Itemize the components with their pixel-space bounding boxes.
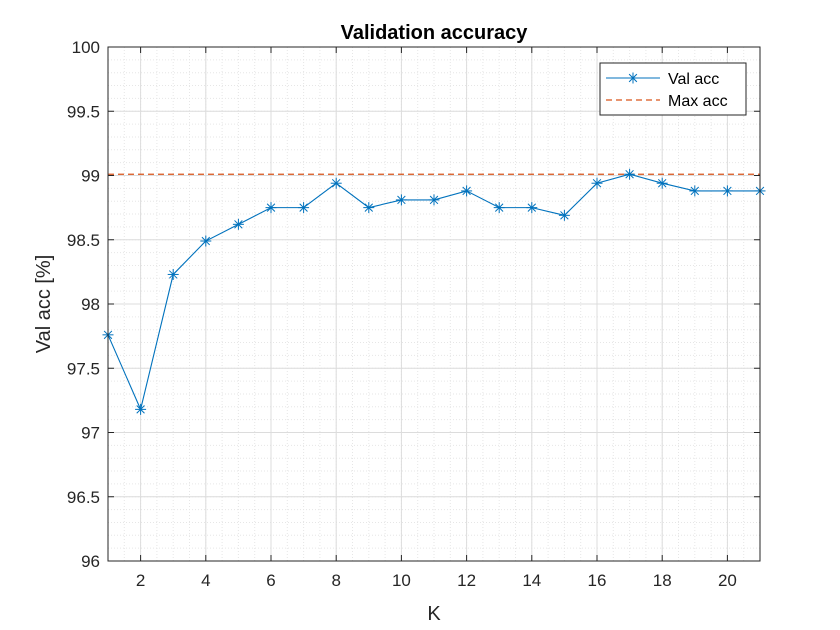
legend-val-acc-label: Val acc bbox=[668, 71, 719, 88]
data-point-marker bbox=[265, 202, 277, 214]
data-point-marker bbox=[461, 185, 473, 197]
x-tick-label: 4 bbox=[201, 571, 210, 590]
data-point-marker bbox=[167, 268, 179, 280]
x-tick-label: 10 bbox=[392, 571, 411, 590]
data-point-marker bbox=[200, 235, 212, 247]
data-point-marker bbox=[232, 218, 244, 230]
x-tick-label: 6 bbox=[266, 571, 275, 590]
y-tick-label: 96.5 bbox=[67, 488, 100, 507]
y-tick-label: 98.5 bbox=[67, 231, 100, 250]
data-point-marker bbox=[428, 194, 440, 206]
major-grid bbox=[108, 46, 760, 562]
ticks-layer: 2 4 6 8 10 12 14 16 18 20 96 96.5 97 97.5 98 98.5 99 99.5… bbox=[67, 38, 760, 590]
y-tick-label: 97 bbox=[81, 424, 100, 443]
series-layer bbox=[102, 168, 766, 415]
legend-max-acc-label: Max acc bbox=[668, 93, 728, 110]
x-axis-label: K bbox=[427, 603, 441, 625]
data-point-marker bbox=[624, 168, 636, 180]
y-tick-label: 96 bbox=[81, 552, 100, 571]
legend-box bbox=[599, 62, 747, 116]
data-point-marker bbox=[558, 209, 570, 221]
data-point-marker bbox=[493, 202, 505, 214]
x-tick-label: 16 bbox=[588, 571, 607, 590]
data-point-marker bbox=[689, 185, 701, 197]
data-point-marker bbox=[298, 202, 310, 214]
x-tick-label: 14 bbox=[522, 571, 541, 590]
data-point-marker bbox=[721, 185, 733, 197]
legend-val-acc-marker bbox=[627, 72, 639, 84]
y-axis-label: Val acc [%] bbox=[33, 255, 55, 354]
chart-title: Validation accuracy bbox=[341, 22, 529, 44]
y-tick-label: 97.5 bbox=[67, 359, 100, 378]
y-tick-label: 100 bbox=[72, 38, 100, 57]
data-point-marker bbox=[363, 202, 375, 214]
y-tick-label: 98 bbox=[81, 295, 100, 314]
legend: Val acc Max acc bbox=[599, 62, 747, 116]
x-tick-label: 8 bbox=[331, 571, 340, 590]
data-point-marker bbox=[330, 177, 342, 189]
data-point-marker bbox=[135, 403, 147, 415]
data-point-marker bbox=[395, 194, 407, 206]
x-tick-label: 12 bbox=[457, 571, 476, 590]
x-tick-label: 18 bbox=[653, 571, 672, 590]
x-tick-label: 20 bbox=[718, 571, 737, 590]
x-tick-label: 2 bbox=[136, 571, 145, 590]
data-point-marker bbox=[656, 177, 668, 189]
y-tick-label: 99 bbox=[81, 167, 100, 186]
y-tick-label: 99.5 bbox=[67, 102, 100, 121]
data-point-marker bbox=[591, 177, 603, 189]
data-point-marker bbox=[526, 202, 538, 214]
